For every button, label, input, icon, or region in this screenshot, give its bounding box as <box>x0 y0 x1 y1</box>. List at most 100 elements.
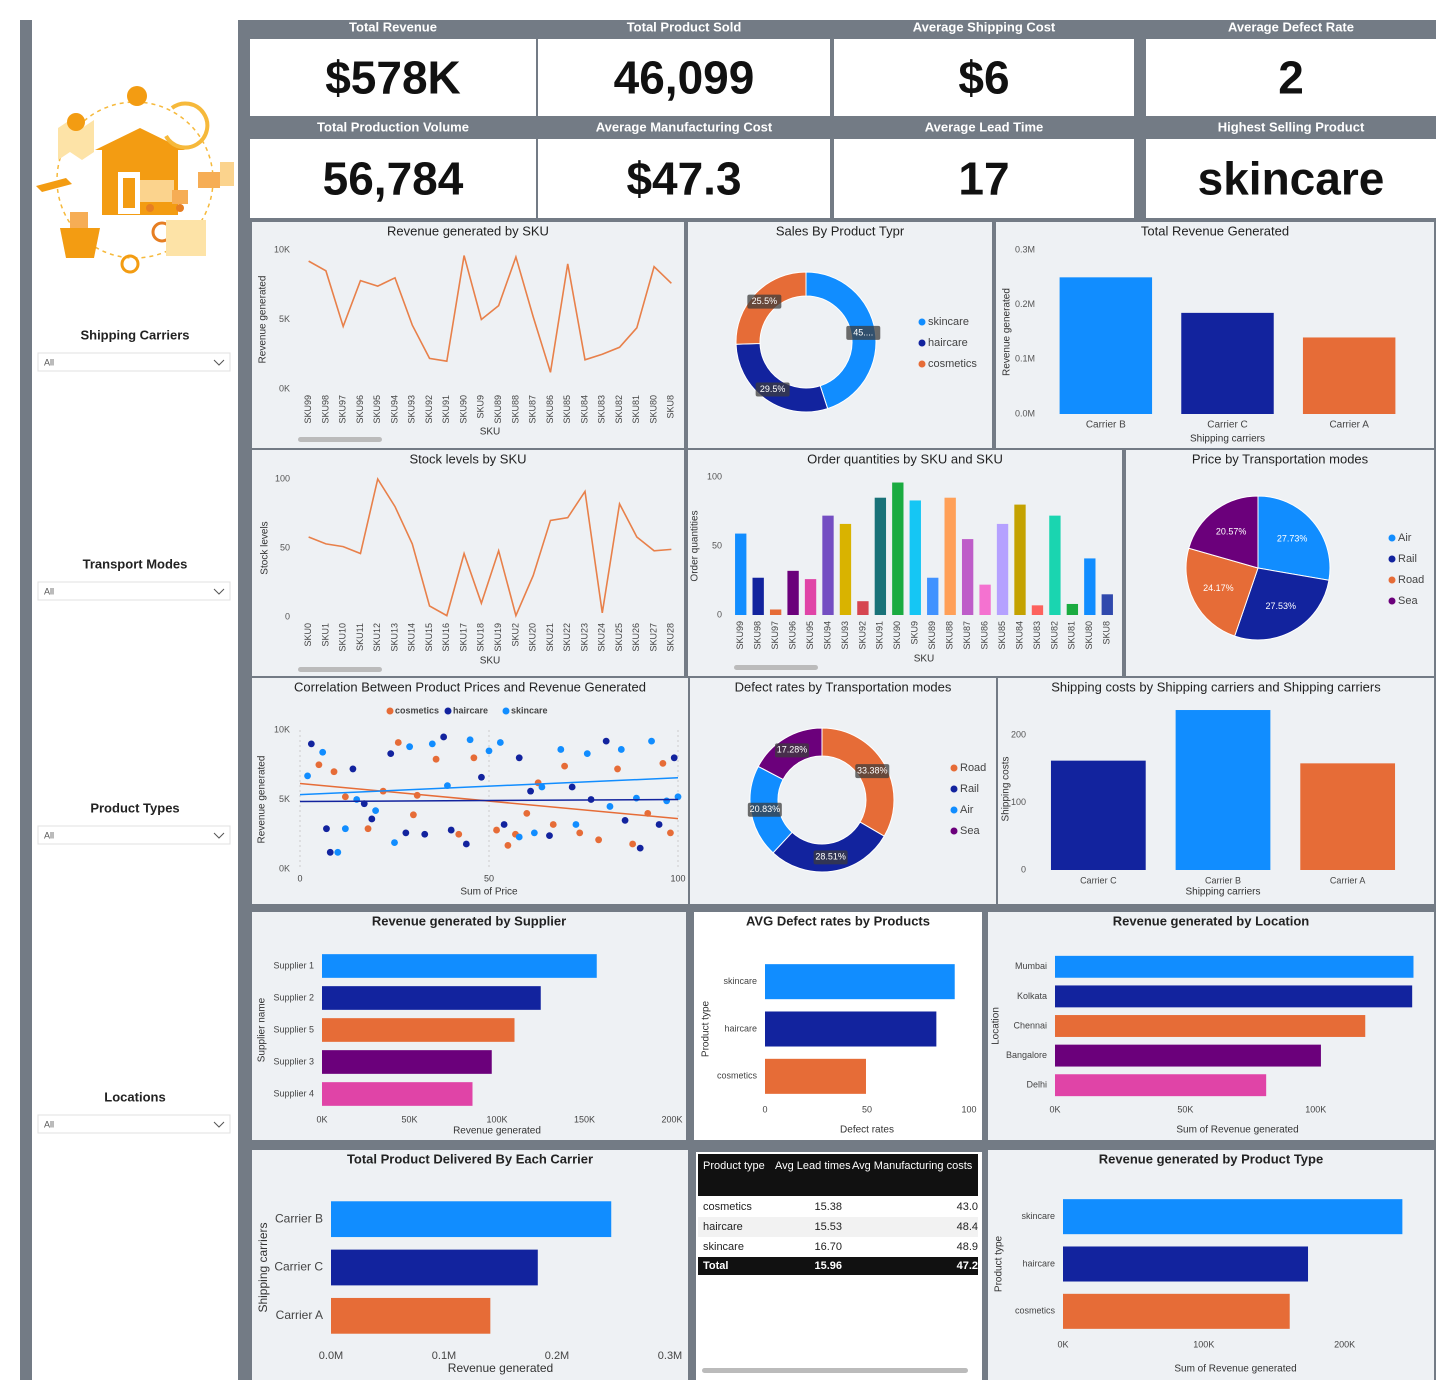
filter-dropdown[interactable] <box>37 825 231 845</box>
legend-label: Air <box>1398 532 1412 544</box>
x-tick-label: 100 <box>670 873 685 883</box>
legend-label: Road <box>1398 574 1424 586</box>
scatter-point <box>530 829 538 837</box>
y-axis-label: Revenue generated <box>1002 288 1013 376</box>
legend-swatch <box>918 318 926 326</box>
x-tick-label: 0K <box>1057 1339 1068 1349</box>
x-tick-label: Carrier B <box>1205 875 1241 885</box>
x-tick-label: SKU99 <box>735 621 745 650</box>
scatter-point <box>470 754 478 762</box>
x-tick-label: 0.1M <box>432 1350 456 1362</box>
x-tick-label: SKU82 <box>614 395 624 424</box>
chart-panel <box>688 222 992 448</box>
bar <box>909 500 921 615</box>
x-tick-label: SKU17 <box>458 623 468 652</box>
scatter-point <box>527 787 534 795</box>
legend-swatch <box>502 707 510 715</box>
y-axis-label: Order quantities <box>690 510 701 581</box>
bar <box>979 584 991 615</box>
x-tick-label: 50K <box>1177 1104 1193 1114</box>
scrollbar <box>298 667 382 672</box>
x-tick-label: SKU92 <box>424 395 434 424</box>
filter-dropdown[interactable] <box>37 581 231 601</box>
chart-title: Price by Transportation modes <box>1192 451 1369 466</box>
x-tick-label: SKU80 <box>648 395 658 424</box>
bar <box>839 523 852 615</box>
chart-title: Revenue generated by Location <box>1113 913 1310 928</box>
y-tick-label: 0.1M <box>1015 354 1035 364</box>
logistics-icon <box>36 86 234 274</box>
chart-title: Total Revenue Generated <box>1141 223 1289 238</box>
scatter-point <box>504 841 512 849</box>
x-tick-label: SKU86 <box>545 395 555 424</box>
x-tick-label: 0.3M <box>658 1350 682 1362</box>
scatter-point <box>663 797 671 805</box>
chart-panel <box>690 678 996 904</box>
x-tick-label: SKU98 <box>753 621 763 650</box>
scatter-point <box>549 821 557 828</box>
scrollbar <box>298 437 382 442</box>
scatter-point <box>466 736 474 744</box>
x-tick-label: SKU84 <box>1014 621 1024 650</box>
bar <box>857 601 869 615</box>
filter-dropdown[interactable] <box>37 352 231 372</box>
scatter-point <box>617 746 625 753</box>
table-total-cell: 15.96 <box>814 1260 842 1272</box>
legend-swatch <box>950 806 958 814</box>
chart-title: Stock levels by SKU <box>409 451 526 466</box>
table-header: Avg Lead times <box>775 1160 851 1172</box>
bar <box>1055 955 1414 978</box>
scatter-point <box>572 821 580 828</box>
bar <box>331 1249 538 1286</box>
y-tick-label: Mumbai <box>1015 961 1047 971</box>
y-tick-label: haircare <box>1022 1258 1055 1268</box>
kpi-title: Highest Selling Product <box>1218 119 1365 134</box>
x-tick-label: 0.2M <box>545 1350 569 1362</box>
filter-dropdown[interactable] <box>37 1114 231 1134</box>
x-tick-label: SKU14 <box>407 623 417 652</box>
y-tick-label: 5K <box>279 794 290 804</box>
table-cell: skincare <box>703 1241 744 1253</box>
kpi-card <box>250 139 536 218</box>
y-axis-label: Supplier name <box>257 997 268 1062</box>
scatter-point <box>633 794 640 802</box>
y-tick-label: 0 <box>1021 864 1026 874</box>
value-label-box <box>846 325 881 340</box>
scatter-point <box>319 748 327 756</box>
x-tick-label: SKU15 <box>424 623 434 652</box>
legend-swatch <box>1388 534 1396 542</box>
x-tick-label: SKU10 <box>338 623 348 652</box>
scatter-point <box>440 733 448 741</box>
x-tick-label: Carrier C <box>1207 420 1248 431</box>
x-tick-label: SKU88 <box>510 395 520 424</box>
table-cell: 48.9 <box>957 1241 978 1253</box>
kpi-value: 2 <box>1278 52 1304 104</box>
bar <box>1302 337 1396 414</box>
y-axis-label: Product type <box>701 1000 712 1057</box>
scatter-point <box>568 783 576 791</box>
x-tick-label: SKU81 <box>631 395 641 424</box>
bar <box>1031 605 1044 615</box>
scatter-point <box>576 829 584 837</box>
y-tick-label: Supplier 5 <box>273 1024 314 1034</box>
table-cell: 16.70 <box>814 1241 842 1253</box>
y-axis-label: Shipping carriers <box>256 1222 270 1312</box>
scatter-point <box>349 765 357 773</box>
scatter-point <box>655 821 663 828</box>
bar <box>322 1082 473 1106</box>
kpi-card <box>834 39 1134 116</box>
x-tick-label: SKU90 <box>458 395 468 424</box>
sidebar-strip <box>20 20 32 1380</box>
x-tick-label: SKU0 <box>303 623 313 647</box>
chart-panel <box>252 222 684 448</box>
x-tick-label: SKU94 <box>822 621 832 650</box>
bar <box>996 523 1009 615</box>
kpi-value: 17 <box>958 153 1009 205</box>
bar <box>787 570 799 615</box>
x-axis-label: Sum of Revenue generated <box>1176 1125 1298 1136</box>
x-tick-label: SKU96 <box>355 395 365 424</box>
bar <box>1063 1293 1290 1329</box>
scatter-point <box>583 750 591 758</box>
kpi-value: 56,784 <box>323 153 464 205</box>
value-label: 29.5% <box>760 384 786 394</box>
